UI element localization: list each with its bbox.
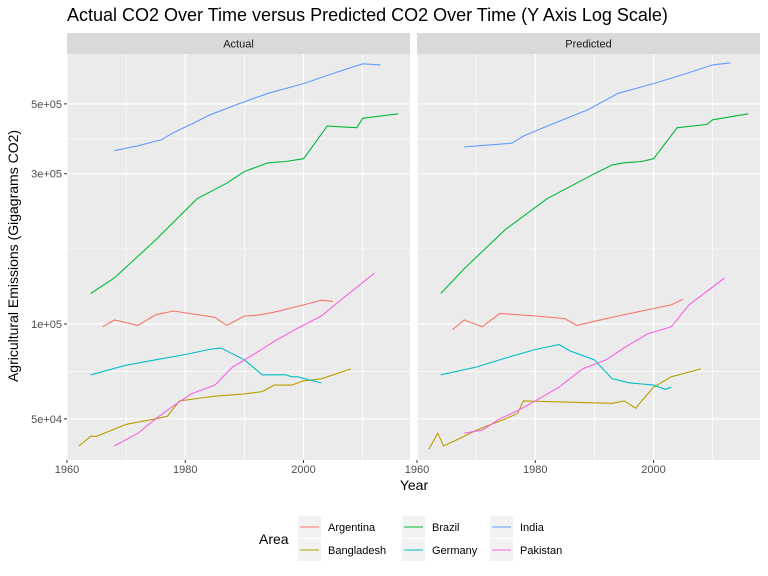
facet-strip-label: Actual bbox=[223, 39, 254, 51]
series-line-pakistan bbox=[464, 277, 725, 434]
x-tick-label: 2000 bbox=[291, 464, 315, 476]
y-tick-label: 3e+05 bbox=[31, 169, 62, 181]
legend-label-argentina: Argentina bbox=[328, 522, 376, 534]
x-tick-label: 1980 bbox=[523, 464, 547, 476]
facet-panels: Actual Predicted bbox=[66, 33, 760, 460]
x-tick-label: 1960 bbox=[55, 464, 79, 476]
series-line-germany bbox=[90, 347, 322, 384]
y-tick-label: 5e+05 bbox=[31, 99, 62, 111]
y-tick-label: 5e+04 bbox=[31, 414, 62, 426]
legend-label-bangladesh: Bangladesh bbox=[328, 545, 386, 557]
legend-label-germany: Germany bbox=[432, 545, 478, 557]
legend-title: Area bbox=[259, 531, 289, 547]
y-axis: 5e+04 1e+05 3e+05 5e+05 bbox=[31, 99, 67, 426]
series-line-india bbox=[114, 63, 381, 152]
legend: Area Argentina Bangladesh Brazil Germany Ind… bbox=[259, 516, 562, 561]
facet-strip bbox=[417, 33, 760, 54]
panel-predicted: Predicted bbox=[416, 33, 760, 460]
series-line-bangladesh bbox=[78, 368, 352, 447]
y-axis-title: Agricultural Emissions (Gigagrams CO2) bbox=[5, 130, 21, 382]
series-line-argentina bbox=[452, 298, 684, 331]
series-line-india bbox=[464, 62, 731, 148]
series-line-pakistan bbox=[114, 272, 375, 447]
panel-actual: Actual bbox=[66, 33, 410, 460]
legend-label-india: India bbox=[520, 522, 545, 534]
legend-label-brazil: Brazil bbox=[432, 522, 460, 534]
x-tick-label: 1980 bbox=[173, 464, 197, 476]
facet-strip bbox=[67, 33, 410, 54]
series-line-argentina bbox=[102, 299, 334, 328]
x-axis: 1960 1980 2000 1960 1980 2000 bbox=[55, 460, 666, 476]
y-tick-label: 1e+05 bbox=[31, 319, 62, 331]
chart-title: Actual CO2 Over Time versus Predicted CO… bbox=[67, 5, 668, 25]
legend-label-pakistan: Pakistan bbox=[520, 545, 562, 557]
x-axis-title: Year bbox=[400, 477, 429, 493]
panel-background bbox=[417, 54, 760, 460]
facet-strip-label: Predicted bbox=[565, 39, 611, 51]
series-line-brazil bbox=[90, 113, 399, 294]
x-tick-label: 2000 bbox=[641, 464, 665, 476]
x-tick-label: 1960 bbox=[405, 464, 429, 476]
series-line-brazil bbox=[440, 113, 749, 294]
panel-background bbox=[67, 54, 410, 460]
series-line-germany bbox=[440, 344, 672, 390]
series-line-bangladesh bbox=[428, 368, 702, 450]
